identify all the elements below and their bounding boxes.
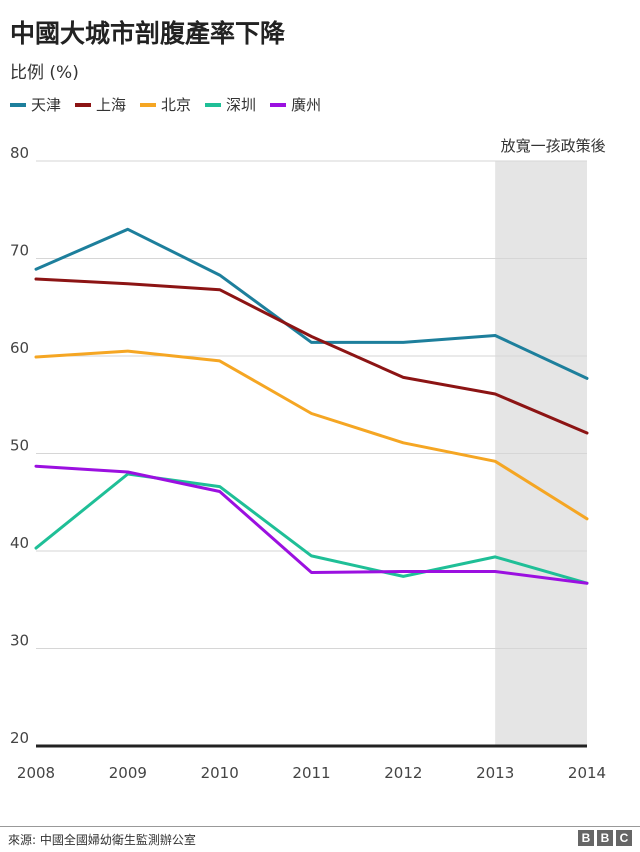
legend-item-tianjin: 天津	[10, 94, 61, 115]
y-tick-label-30: 30	[10, 632, 29, 650]
legend-swatch-guangzhou	[270, 102, 287, 107]
legend: 天津 上海 北京 深圳 廣州	[10, 94, 321, 115]
series-line-4	[34, 464, 589, 585]
x-tick-label-2011: 2011	[292, 764, 330, 782]
legend-label-guangzhou: 廣州	[291, 96, 322, 114]
series-line-3	[34, 472, 589, 585]
y-tick-label-70: 70	[10, 242, 29, 260]
x-tick-label-2014: 2014	[568, 764, 606, 782]
series-line-0	[34, 227, 589, 380]
x-tick-label-2008: 2008	[17, 764, 55, 782]
series-line-2	[34, 349, 589, 521]
x-tick-label-2010: 2010	[201, 764, 239, 782]
legend-label-tianjin: 天津	[31, 96, 62, 114]
series-line-1	[34, 277, 589, 435]
y-tick-label-60: 60	[10, 339, 29, 357]
bbc-logo-letter-3: C	[616, 830, 632, 846]
source-note: 來源: 中國全國婦幼衛生監測辦公室	[8, 833, 196, 847]
legend-swatch-shenzhen	[205, 102, 222, 107]
x-tick-label-2009: 2009	[109, 764, 147, 782]
bbc-logo-letter-1: B	[578, 830, 594, 846]
legend-item-guangzhou: 廣州	[270, 94, 321, 115]
bbc-logo: B B C	[578, 830, 632, 846]
y-tick-label-20: 20	[10, 729, 29, 747]
x-tick-label-2013: 2013	[476, 764, 514, 782]
annotation-label: 放寬一孩政策後	[501, 137, 606, 155]
legend-item-shenzhen: 深圳	[205, 94, 256, 115]
legend-item-shanghai: 上海	[75, 94, 126, 115]
chart-title: 中國大城市剖腹產率下降	[10, 19, 286, 48]
legend-swatch-shanghai	[75, 102, 92, 107]
y-tick-label-50: 50	[10, 437, 29, 455]
legend-swatch-tianjin	[10, 102, 26, 107]
y-tick-label-40: 40	[10, 534, 29, 552]
bbc-logo-letter-2: B	[597, 830, 613, 846]
legend-label-shanghai: 上海	[96, 96, 127, 114]
x-tick-label-2012: 2012	[384, 764, 422, 782]
legend-label-shenzhen: 深圳	[226, 96, 257, 114]
legend-label-beijing: 北京	[161, 96, 192, 114]
chart-subtitle: 比例 (%)	[10, 63, 79, 83]
y-tick-label-80: 80	[10, 144, 29, 162]
footer-divider	[0, 826, 640, 827]
legend-item-beijing: 北京	[140, 94, 191, 115]
legend-swatch-beijing	[140, 102, 157, 107]
